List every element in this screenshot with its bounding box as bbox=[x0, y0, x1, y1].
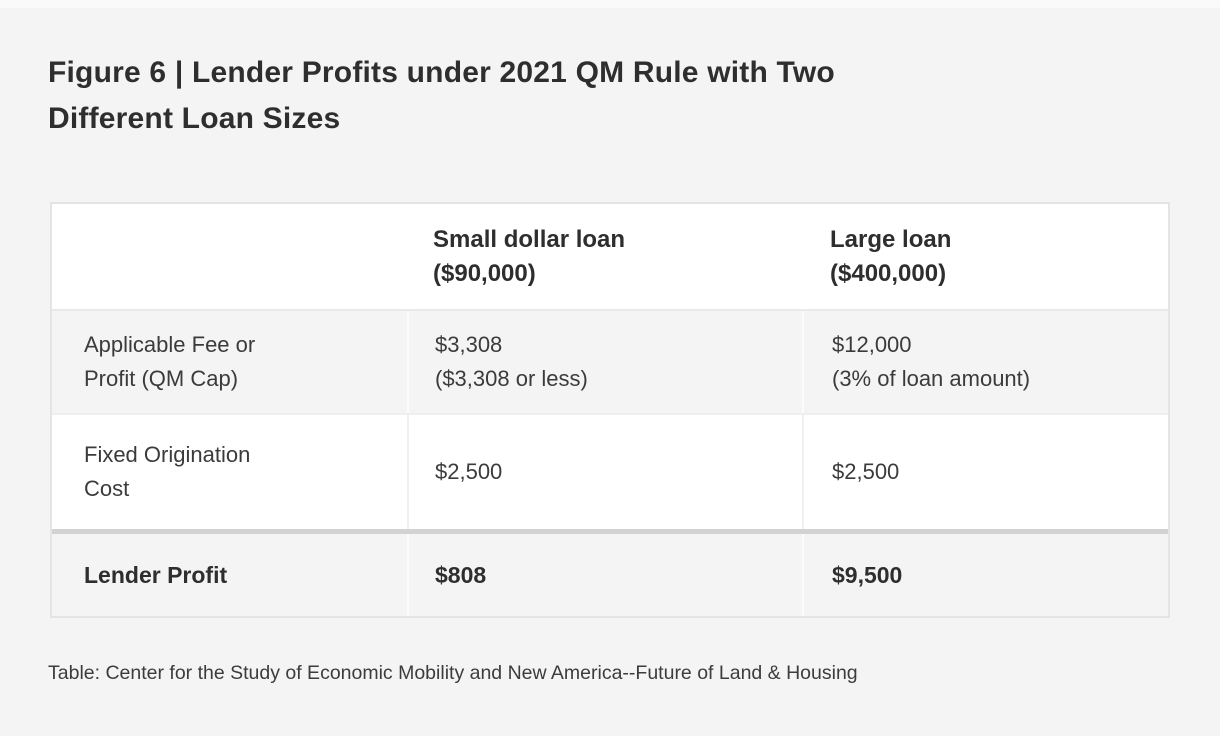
header-large-loan-line2: ($400,000) bbox=[830, 259, 947, 287]
header-cell-large-loan: Large loan ($400,000) bbox=[802, 204, 1168, 309]
row3-small-value: $808 bbox=[435, 562, 487, 588]
cell-lender-profit-large: $9,500 bbox=[802, 534, 1168, 616]
table-row-lender-profit: Lender Profit $808 $9,500 bbox=[52, 529, 1168, 616]
header-cell-empty bbox=[52, 204, 407, 309]
row3-large-value: $9,500 bbox=[832, 562, 903, 588]
row1-large-note: (3% of loan amount) bbox=[832, 366, 1031, 391]
row2-label-line1: Fixed Origination bbox=[84, 442, 251, 467]
row-label-applicable-fee: Applicable Fee or Profit (QM Cap) bbox=[52, 311, 407, 413]
table-row-fixed-origination-cost: Fixed Origination Cost $2,500 $2,500 bbox=[52, 413, 1168, 529]
table-header-row: Small dollar loan ($90,000) Large loan (… bbox=[52, 204, 1168, 309]
row3-label: Lender Profit bbox=[84, 562, 228, 588]
cell-fixed-cost-large: $2,500 bbox=[802, 415, 1168, 529]
row2-large-value: $2,500 bbox=[832, 459, 900, 484]
cell-fixed-cost-small: $2,500 bbox=[407, 415, 802, 529]
cell-applicable-fee-large: $12,000 (3% of loan amount) bbox=[802, 311, 1168, 413]
row1-label-line2: Profit (QM Cap) bbox=[84, 366, 239, 391]
header-large-loan-line1: Large loan bbox=[830, 225, 952, 253]
table-row-applicable-fee: Applicable Fee or Profit (QM Cap) $3,308… bbox=[52, 309, 1168, 413]
page-top-strip bbox=[0, 0, 1220, 8]
header-small-loan-line1: Small dollar loan bbox=[433, 225, 626, 253]
row1-small-note: ($3,308 or less) bbox=[435, 366, 588, 391]
cell-applicable-fee-small: $3,308 ($3,308 or less) bbox=[407, 311, 802, 413]
row2-small-value: $2,500 bbox=[435, 459, 503, 484]
table-source-caption: Table: Center for the Study of Economic … bbox=[48, 662, 858, 684]
cell-lender-profit-small: $808 bbox=[407, 534, 802, 616]
figure-title-line2: Different Loan Sizes bbox=[48, 102, 341, 135]
figure-title-line1: Figure 6 | Lender Profits under 2021 QM … bbox=[48, 56, 835, 89]
row1-large-value: $12,000 bbox=[832, 332, 912, 357]
row1-label-line1: Applicable Fee or bbox=[84, 332, 256, 357]
lender-profit-table: Small dollar loan ($90,000) Large loan (… bbox=[50, 202, 1170, 618]
row2-label-line2: Cost bbox=[84, 476, 130, 501]
row1-small-value: $3,308 bbox=[435, 332, 503, 357]
header-cell-small-dollar-loan: Small dollar loan ($90,000) bbox=[407, 204, 802, 309]
row-label-lender-profit: Lender Profit bbox=[52, 534, 407, 616]
header-small-loan-line2: ($90,000) bbox=[433, 259, 536, 287]
figure-title: Figure 6 | Lender Profits under 2021 QM … bbox=[48, 50, 835, 142]
row-label-fixed-origination-cost: Fixed Origination Cost bbox=[52, 415, 407, 529]
